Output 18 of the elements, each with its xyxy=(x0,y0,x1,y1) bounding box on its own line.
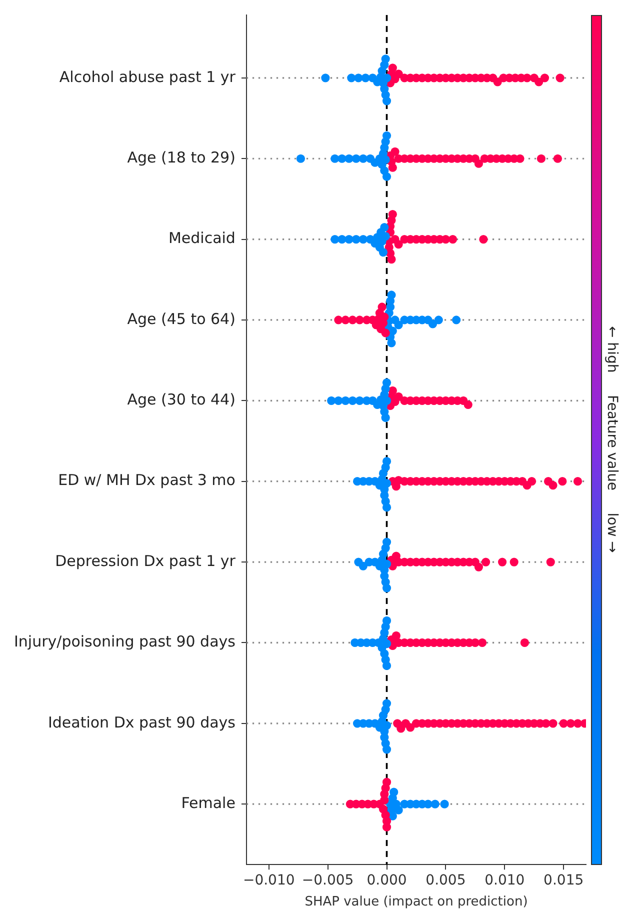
x-tick-label: 0.005 xyxy=(426,872,466,889)
y-tick-label: Female xyxy=(181,794,236,812)
x-tick-label: −0.010 xyxy=(242,872,295,889)
y-tick-label: Age (45 to 64) xyxy=(127,310,236,328)
y-tick-label: Ideation Dx past 90 days xyxy=(48,713,236,732)
x-tick-label: 0.010 xyxy=(484,872,525,889)
x-tick-label: 0.000 xyxy=(366,872,407,889)
x-tick-label: −0.005 xyxy=(302,872,354,889)
x-tick-label: 0.015 xyxy=(544,872,584,889)
y-tick-label: Alcohol abuse past 1 yr xyxy=(59,68,236,86)
y-tick-label: Age (30 to 44) xyxy=(127,390,236,409)
y-tick-label: ED w/ MH Dx past 3 mo xyxy=(58,471,236,490)
color-bar-title: ← high Feature value low → xyxy=(604,326,620,554)
y-tick-label: Injury/poisoning past 90 days xyxy=(14,632,236,651)
y-tick-label: Medicaid xyxy=(168,229,236,248)
y-tick-label: Age (18 to 29) xyxy=(127,148,236,167)
y-tick-label: Depression Dx past 1 yr xyxy=(55,552,236,570)
x-axis-title: SHAP value (impact on prediction) xyxy=(304,894,528,910)
